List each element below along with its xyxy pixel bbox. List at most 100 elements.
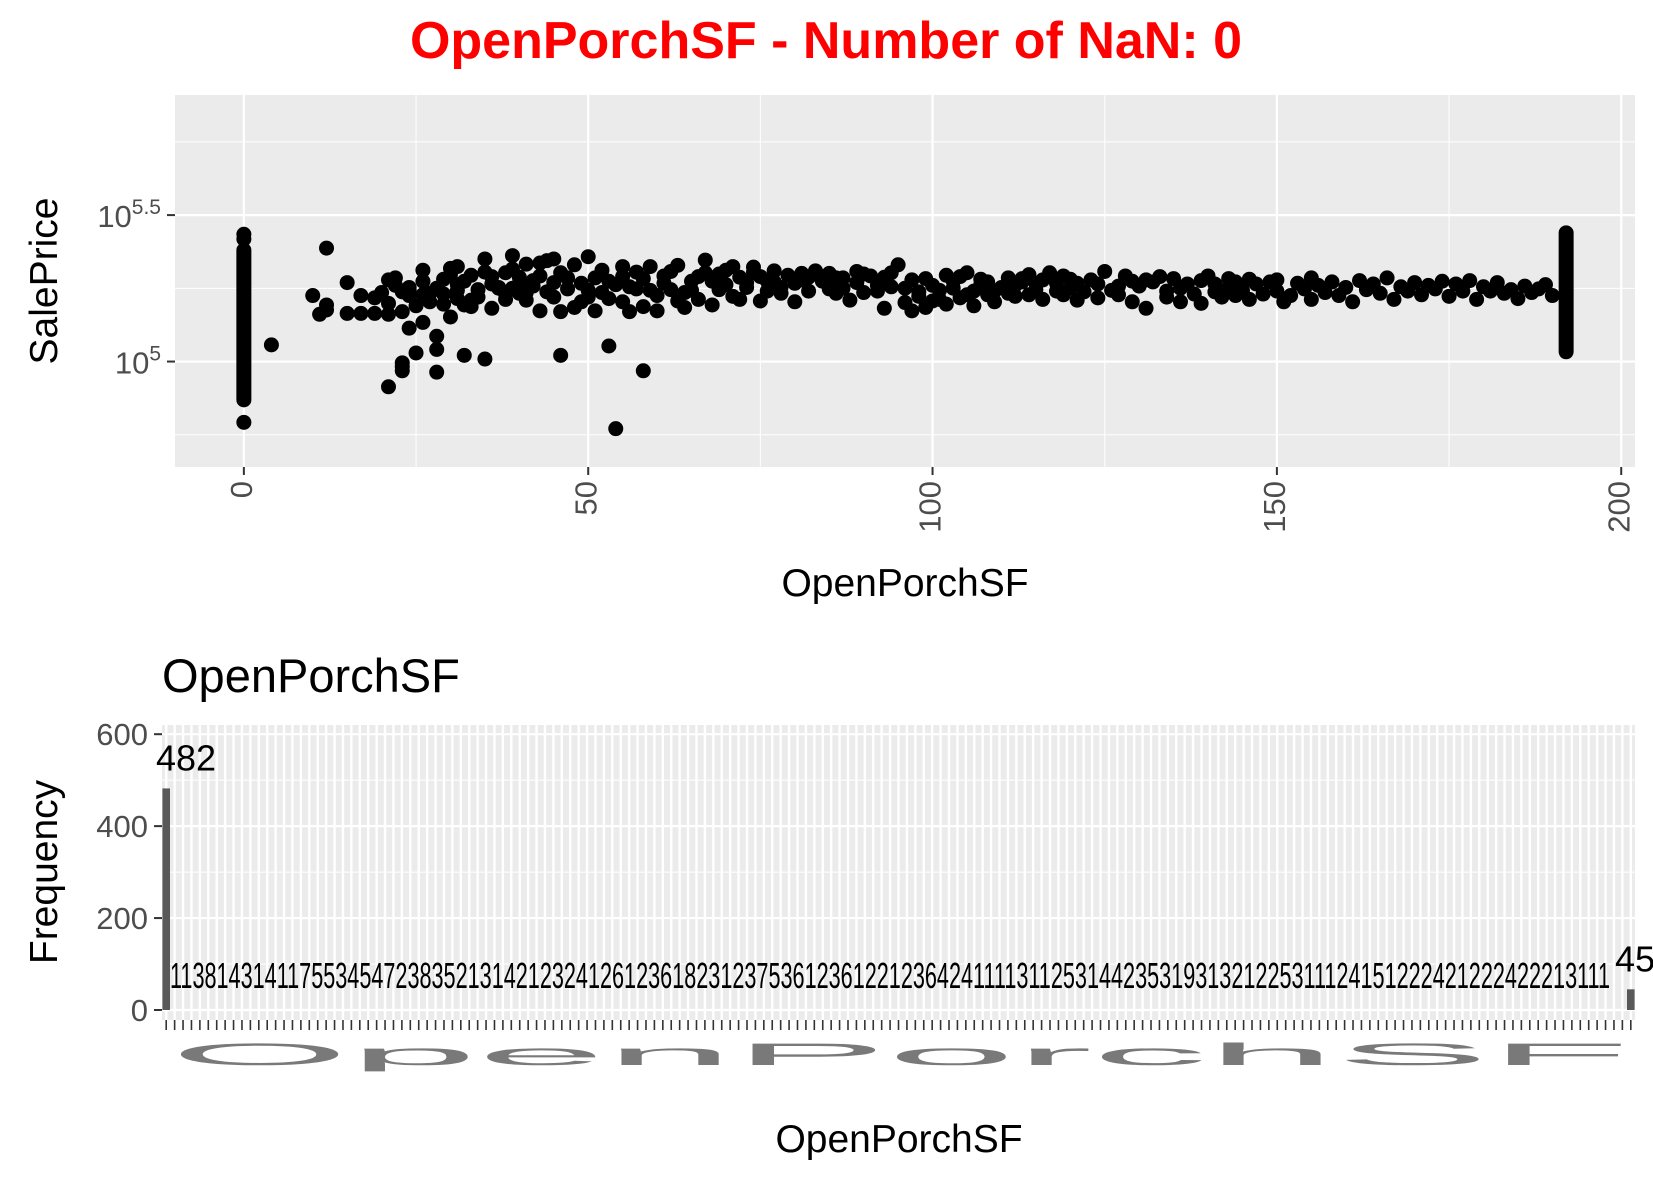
scatter-point (966, 298, 982, 314)
scatter-point (1510, 291, 1526, 307)
scatter-point (1124, 294, 1140, 310)
scatter-point (649, 288, 665, 304)
scatter-point (1193, 295, 1209, 311)
scatter-point (587, 303, 603, 319)
scatter-point (1379, 270, 1395, 286)
scatter-point (1207, 276, 1223, 292)
bar-small-counts-labels: 1138143141175534547238352131421232412612… (170, 955, 1610, 996)
scatter-point (580, 249, 596, 265)
scatter-point (1138, 300, 1154, 316)
scatter-point (518, 256, 534, 272)
scatter-y-ticks: 105 105.5 (97, 196, 175, 381)
scatter-point (773, 279, 789, 295)
scatter-point (580, 289, 596, 305)
scatter-x-tick-label: 100 (913, 481, 948, 533)
scatter-point (415, 273, 431, 289)
scatter-point (677, 299, 693, 315)
scatter-point (401, 320, 417, 336)
scatter-point (1159, 289, 1175, 305)
scatter-point (422, 294, 438, 310)
scatter-point (560, 270, 576, 286)
scatter-point (987, 294, 1003, 310)
scatter-point (835, 280, 851, 296)
scatter-point (1090, 290, 1106, 306)
scatter-point (511, 269, 527, 285)
scatter-point (1269, 283, 1285, 299)
scatter-point (394, 355, 410, 371)
scatter-point (532, 268, 548, 284)
scatter-point (532, 303, 548, 319)
scatter-point (615, 259, 631, 275)
scatter-point (1076, 284, 1092, 300)
bar-y-axis-title: Frequency (23, 779, 66, 964)
scatter-point (801, 283, 817, 299)
scatter-point (1434, 273, 1450, 289)
scatter-point (408, 298, 424, 314)
scatter-point (1324, 274, 1340, 290)
bar (1627, 989, 1635, 1010)
scatter-point (1345, 294, 1361, 310)
scatter-point (380, 295, 396, 311)
scatter-point (1317, 285, 1333, 301)
scatter-point (635, 299, 651, 315)
scatter-point (697, 252, 713, 268)
scatter-point (380, 306, 396, 322)
scatter-point (374, 285, 390, 301)
bar-x-tick-marks (165, 1020, 1632, 1030)
scatter-point (263, 337, 279, 353)
bar-x-axis-title: OpenPorchSF (775, 1118, 1022, 1161)
scatter-point (856, 285, 872, 301)
scatter-point (1338, 279, 1354, 295)
scatter-point (339, 305, 355, 321)
scatter-point (566, 257, 582, 273)
scatter-point (938, 296, 954, 312)
scatter-x-axis-title: OpenPorchSF (781, 562, 1028, 605)
scatter-point (367, 305, 383, 321)
scatter-point (718, 277, 734, 293)
scatter-y-tick-label: 105 (115, 343, 161, 381)
scatter-x-ticks: 0 50 100 150 200 (224, 467, 1636, 533)
scatter-point (305, 288, 321, 304)
scatter-point (415, 314, 431, 330)
scatter-point (339, 275, 355, 291)
scatter-point (635, 271, 651, 287)
scatter-point (959, 265, 975, 281)
scatter-point (690, 291, 706, 307)
scatter-point (553, 347, 569, 363)
scatter-point (1303, 291, 1319, 307)
scatter-point (1386, 291, 1402, 307)
scatter-point (236, 414, 252, 430)
scatter-point (622, 304, 638, 320)
scatter-point (904, 303, 920, 319)
scatter-point (546, 251, 562, 267)
scatter-x-tick-label: 50 (568, 481, 603, 515)
scatter-point (876, 300, 892, 316)
scatter-point (429, 341, 445, 357)
scatter-point (436, 296, 452, 312)
scatter-point (766, 263, 782, 279)
scatter-point (663, 282, 679, 298)
scatter-point (394, 304, 410, 320)
scatter-point (319, 302, 335, 318)
scatter-point (725, 259, 741, 275)
bar-y-tick-label: 400 (96, 809, 148, 844)
bar-x-tick-labels: OpenPorchSF (170, 1037, 1630, 1072)
scatter-point (1172, 294, 1188, 310)
scatter-point (1241, 291, 1257, 307)
scatter-point (649, 303, 665, 319)
scatter-point (1441, 288, 1457, 304)
scatter-x-tick-label: 150 (1257, 481, 1292, 533)
bar-panel: OpenPorchSF 482 45 1138143141175534547238… (23, 649, 1653, 1161)
scatter-point (835, 270, 851, 286)
scatter-point (463, 267, 479, 283)
bar-gridlines (162, 725, 1635, 1020)
scatter-point (1090, 276, 1106, 292)
scatter-point (429, 364, 445, 380)
scatter-y-tick-label: 105.5 (97, 196, 161, 234)
scatter-point (635, 363, 651, 379)
bar-value-label: 482 (156, 737, 216, 778)
bar-y-tick-label: 600 (96, 717, 148, 752)
scatter-point (601, 338, 617, 354)
scatter-point (353, 305, 369, 321)
